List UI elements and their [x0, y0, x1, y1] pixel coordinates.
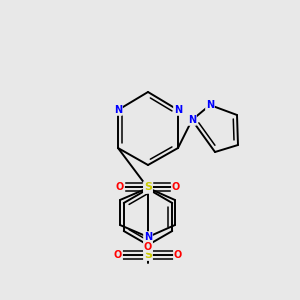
Text: O: O [172, 182, 180, 192]
Text: O: O [174, 250, 182, 260]
Text: N: N [188, 115, 196, 125]
Text: N: N [144, 232, 152, 242]
Text: O: O [114, 250, 122, 260]
Text: O: O [116, 182, 124, 192]
Text: N: N [206, 100, 214, 110]
Text: N: N [144, 183, 152, 193]
Text: N: N [174, 105, 182, 115]
Text: S: S [144, 182, 152, 192]
Text: S: S [144, 250, 152, 260]
Text: N: N [114, 105, 122, 115]
Text: O: O [144, 242, 152, 252]
